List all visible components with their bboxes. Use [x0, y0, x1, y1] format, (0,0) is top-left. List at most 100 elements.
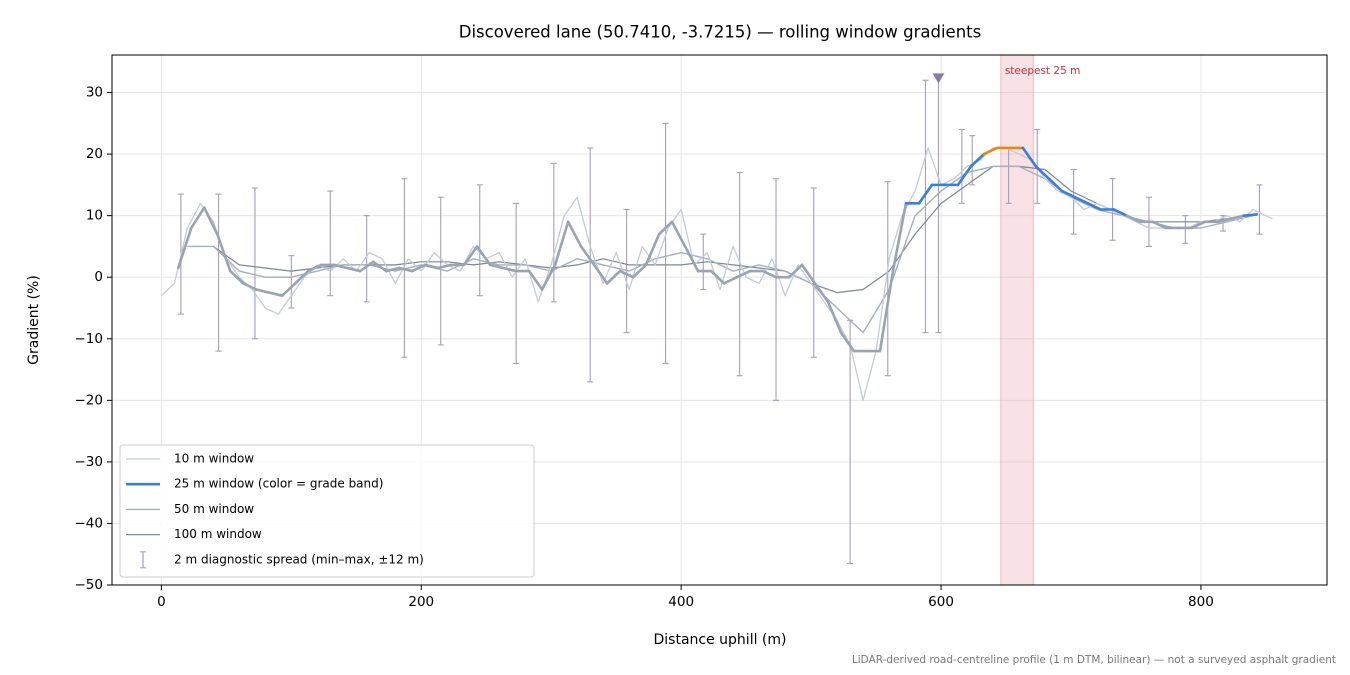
- series-segment: [878, 269, 895, 353]
- y-tick-label: −20: [75, 392, 104, 408]
- error-bar: [1070, 168, 1077, 235]
- series-line: [187, 165, 1254, 334]
- series-segment: [254, 288, 271, 294]
- series-segment: [709, 269, 726, 285]
- series-segment: [462, 245, 479, 267]
- error-bar: [847, 319, 854, 565]
- series-segment: [397, 266, 414, 273]
- y-tick-label: −40: [75, 515, 104, 531]
- series-segment: [579, 245, 596, 267]
- series-segment: [293, 269, 310, 285]
- series-segment: [592, 263, 609, 285]
- legend-label: 50 m window: [174, 502, 254, 516]
- series-segment: [345, 266, 362, 273]
- error-bar: [1256, 184, 1263, 235]
- highlight-label: steepest 25 m: [1005, 65, 1080, 77]
- x-tick-label: 200: [408, 594, 434, 610]
- x-tick-label: 800: [1188, 594, 1214, 610]
- series-segment: [891, 202, 908, 273]
- series-segment: [1047, 177, 1064, 193]
- series-segment: [1034, 165, 1051, 181]
- series-segment: [228, 269, 245, 285]
- error-bar: [288, 255, 295, 309]
- series-segment: [306, 263, 323, 273]
- series-segment: [1216, 217, 1233, 224]
- error-bar: [550, 162, 557, 303]
- series-segment: [969, 152, 986, 168]
- error-bar: [251, 187, 258, 340]
- series-segment: [683, 245, 700, 273]
- highlight-band: [1000, 54, 1034, 586]
- error-bar: [662, 122, 669, 364]
- footnote: LiDAR-derived road-centreline profile (1…: [852, 654, 1336, 666]
- series-segment: [787, 263, 804, 279]
- series-segment: [644, 232, 661, 267]
- series-segment: [280, 282, 297, 297]
- error-bar: [215, 193, 222, 352]
- series-segment: [670, 220, 687, 248]
- series-segment: [618, 269, 635, 279]
- series-segment: [488, 263, 505, 270]
- error-bar: [327, 190, 334, 297]
- error-bar: [810, 187, 817, 358]
- error-bar: [736, 172, 743, 377]
- series-segment: [1112, 208, 1129, 217]
- series-segment: [475, 245, 492, 267]
- series-segment: [1060, 189, 1077, 199]
- series-segment: [241, 282, 258, 291]
- series-segment: [605, 269, 622, 285]
- legend-label: 2 m diagnostic spread (min–max, ±12 m): [174, 552, 424, 566]
- error-bar: [363, 215, 370, 303]
- series-segment: [1242, 213, 1259, 217]
- series-segment: [1073, 195, 1090, 205]
- series-line: [213, 165, 1227, 294]
- series-segment: [735, 269, 752, 279]
- legend-label: 25 m window (color = grade band): [174, 477, 383, 491]
- y-axis-label: Gradient (%): [26, 275, 42, 365]
- series-segment: [553, 220, 570, 267]
- series-segment: [1151, 220, 1168, 230]
- series-segment: [722, 275, 739, 285]
- series-segment: [358, 260, 375, 273]
- error-bar: [587, 147, 594, 383]
- chart-title: Discovered lane (50.7410, -3.7215) — rol…: [459, 23, 981, 42]
- series-segment: [202, 206, 219, 236]
- x-axis-label: Distance uphill (m): [654, 632, 787, 648]
- plot-frame: [111, 54, 1328, 586]
- error-bar: [884, 181, 891, 377]
- error-bar: [513, 202, 520, 364]
- series-segment: [1125, 214, 1142, 224]
- series-segment: [189, 206, 206, 230]
- x-tick-label: 0: [157, 594, 166, 610]
- series-segment: [1086, 202, 1103, 211]
- y-tick-label: 20: [86, 146, 103, 162]
- series-segment: [839, 331, 856, 353]
- series-segment: [826, 300, 843, 334]
- series-segment: [761, 269, 778, 279]
- y-tick-label: −30: [75, 454, 104, 470]
- series-segment: [1229, 214, 1246, 221]
- x-tick-label: 400: [668, 594, 694, 610]
- series-segment: [267, 291, 284, 297]
- series-segment: [657, 220, 674, 236]
- series-segment: [566, 220, 583, 248]
- series-segment: [982, 146, 999, 156]
- series-segment: [423, 263, 440, 270]
- legend-label: 100 m window: [174, 527, 262, 541]
- series-segment: [800, 263, 817, 285]
- error-bar: [1182, 215, 1189, 244]
- series-segment: [176, 226, 193, 270]
- y-tick-label: −50: [75, 577, 104, 593]
- y-tick-label: 30: [86, 85, 103, 101]
- series-segment: [436, 263, 453, 270]
- series-segment: [410, 263, 427, 273]
- series-segment: [917, 183, 934, 205]
- legend-box: [119, 444, 535, 578]
- error-bar: [958, 128, 965, 204]
- series-segment: [1021, 146, 1038, 168]
- y-tick-label: 0: [94, 269, 103, 285]
- y-tick-label: −10: [75, 331, 104, 347]
- x-tick-label: 600: [928, 594, 954, 610]
- legend-label: 10 m window: [174, 452, 254, 466]
